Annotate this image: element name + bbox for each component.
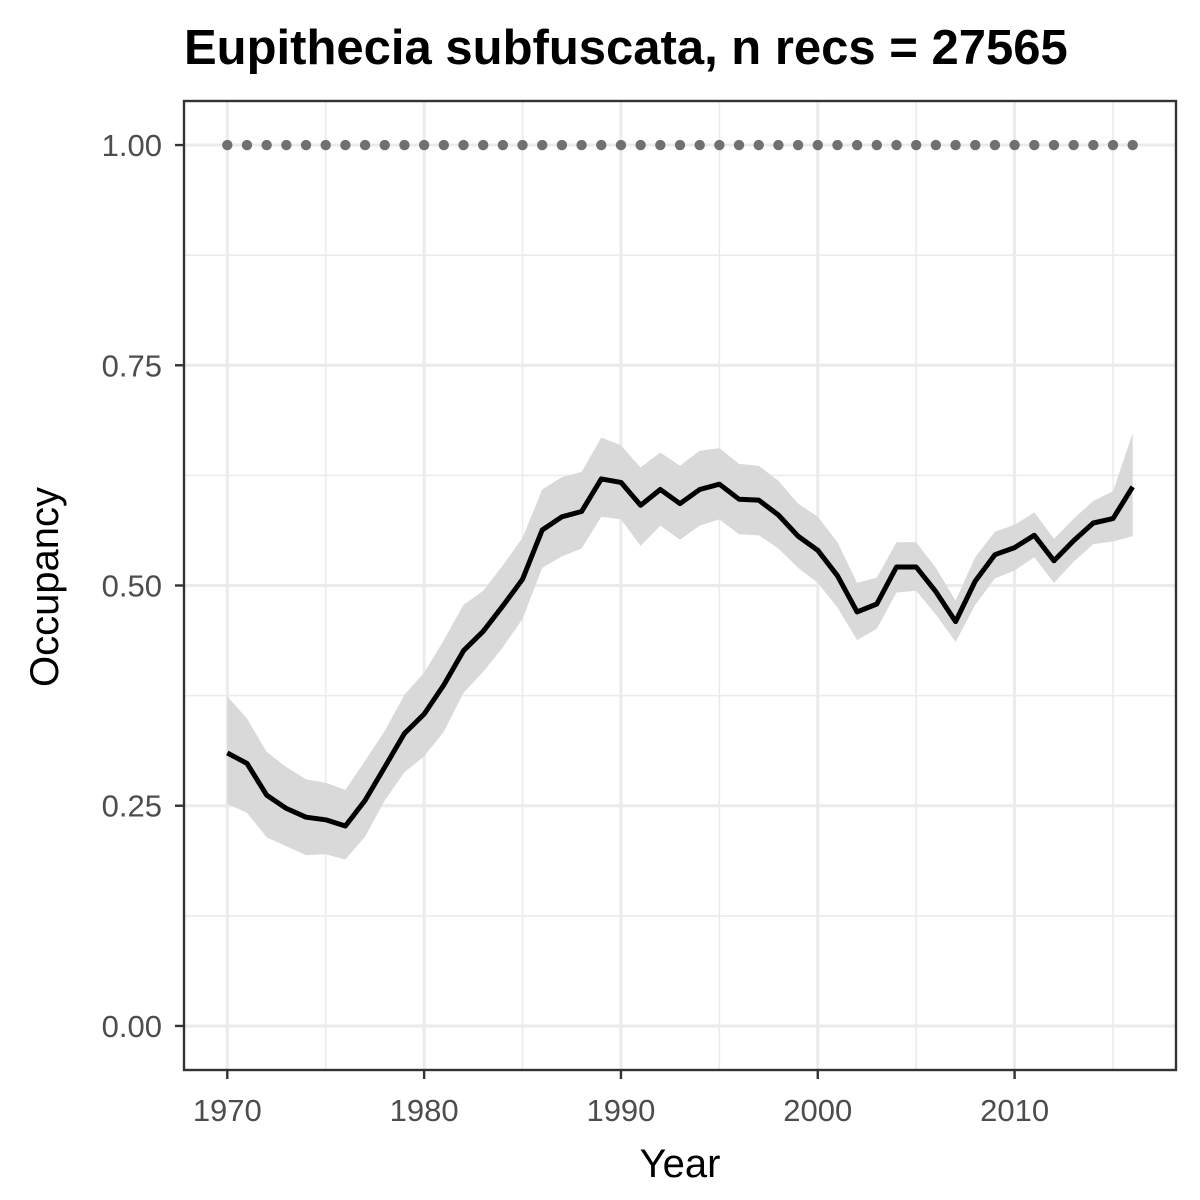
y-tick-label: 0.50: [102, 569, 162, 604]
reference-dot: [300, 139, 312, 151]
reference-dot: [320, 139, 331, 151]
reference-dot: [655, 139, 666, 151]
reference-dot: [1048, 139, 1060, 151]
reference-dot: [792, 139, 804, 151]
reference-dot: [340, 139, 351, 151]
reference-dot: [694, 139, 705, 151]
reference-dot: [281, 139, 292, 151]
reference-dot: [497, 139, 509, 151]
reference-dot: [1068, 139, 1079, 151]
reference-dot: [596, 139, 607, 151]
reference-dot: [930, 139, 942, 151]
reference-dots-series: [222, 139, 1138, 151]
chart-title: Eupithecia subfuscata, n recs = 27565: [184, 21, 1068, 75]
x-tick-label: 2000: [783, 1093, 852, 1128]
reference-dot: [1127, 139, 1138, 151]
reference-dot: [733, 139, 745, 151]
reference-dot: [418, 139, 430, 151]
x-axis-title: Year: [640, 1142, 721, 1186]
y-axis: 0.00 0.25 0.50 0.75 1.00: [102, 128, 184, 1044]
y-axis-title: Occupancy: [23, 487, 67, 687]
reference-dot: [379, 139, 390, 151]
reference-dot: [261, 139, 272, 151]
reference-dot: [615, 139, 627, 151]
reference-dot: [871, 139, 883, 151]
y-tick-label: 0.25: [102, 789, 162, 824]
reference-dot: [399, 139, 410, 151]
reference-dot: [222, 139, 233, 151]
reference-dot: [832, 139, 843, 151]
reference-dot: [537, 139, 548, 151]
x-axis: 1970 1980 1990 2000 2010: [193, 1070, 1049, 1128]
reference-dot: [1029, 139, 1040, 151]
reference-dot: [910, 139, 922, 151]
reference-dot: [517, 139, 528, 151]
reference-dot: [438, 139, 450, 151]
plot-panel: [182, 99, 1178, 1072]
reference-dot: [1107, 139, 1119, 151]
reference-dot: [851, 139, 863, 151]
x-tick-label: 2010: [980, 1093, 1049, 1128]
reference-dot: [556, 139, 568, 151]
y-tick-label: 1.00: [102, 128, 162, 163]
x-tick-label: 1980: [390, 1093, 459, 1128]
reference-dot: [812, 139, 823, 151]
reference-dot: [477, 139, 489, 151]
reference-dot: [635, 139, 646, 151]
x-tick-label: 1970: [193, 1093, 262, 1128]
reference-dot: [773, 139, 784, 151]
reference-dot: [576, 139, 587, 151]
reference-dot: [1009, 139, 1020, 151]
x-tick-label: 1990: [586, 1093, 655, 1128]
reference-dot: [714, 139, 725, 151]
reference-dot: [989, 139, 1001, 151]
reference-dot: [891, 139, 902, 151]
occupancy-trend-line: [226, 476, 1135, 829]
reference-dot: [1088, 139, 1099, 151]
reference-dot: [753, 139, 764, 151]
reference-dot: [359, 139, 371, 151]
reference-dot: [241, 139, 253, 151]
reference-dot: [674, 139, 686, 151]
y-tick-label: 0.00: [102, 1009, 162, 1044]
reference-dot: [970, 139, 981, 151]
y-tick-label: 0.75: [102, 348, 162, 383]
reference-dot: [950, 139, 961, 151]
reference-dot: [458, 139, 469, 151]
